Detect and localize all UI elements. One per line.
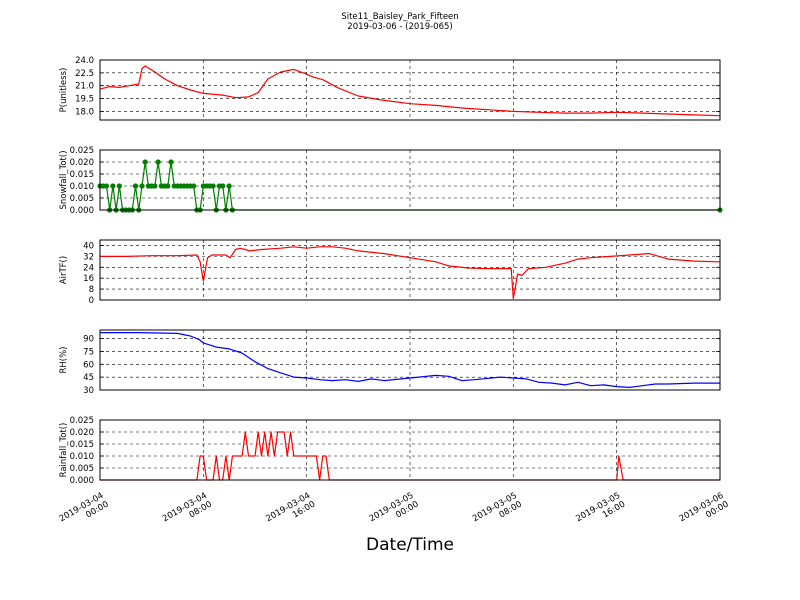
y-tick-label: 8: [89, 285, 94, 295]
y-tick-label: 90: [83, 335, 94, 345]
y-tick-label: 0.020: [70, 158, 94, 168]
x-tick-label: 2019-03-0516:00: [574, 491, 627, 533]
y-axis-label-rainfall-tot: Rainfall_Tot(): [59, 423, 69, 478]
data-point: [132, 183, 139, 189]
data-point: [210, 183, 216, 189]
y-tick-label: 40: [83, 241, 94, 251]
panel-frame: [99, 239, 721, 301]
y-tick-label: 0.010: [70, 452, 94, 462]
panel-p-unitless: 24.0 22.5 21.0 19.5 18.0 P(unitless): [59, 56, 721, 121]
y-tick-label: 24.0: [75, 56, 94, 66]
panel-frame: [99, 149, 721, 211]
series-line-rh: [100, 332, 720, 388]
panel-snowfall-tot: 0.025 0.020 0.015 0.010 0.005 0.000Snowfall_T…: [59, 146, 723, 216]
y-tick-label: 0.020: [70, 428, 94, 438]
y-tick-label: 0.000: [70, 206, 94, 216]
x-axis-label: Date/Time: [366, 535, 454, 555]
data-point: [155, 159, 161, 165]
y-tick-label: 45: [83, 373, 94, 383]
y-tick-label: 21.0: [75, 82, 94, 92]
y-axis-label-p-unitless: P(unitless): [59, 68, 69, 113]
y-tick-label: 19.5: [75, 95, 94, 105]
y-tick-label: 32: [83, 252, 94, 262]
panel-frame: [99, 419, 721, 481]
data-point: [110, 183, 116, 189]
y-tick-label: 30: [83, 386, 94, 396]
data-point: [191, 183, 197, 189]
data-point: [168, 159, 174, 165]
series-line-airtf: [100, 246, 721, 300]
y-tick-label: 0.005: [70, 464, 94, 474]
y-tick-label: 0.005: [70, 194, 94, 204]
data-point: [220, 183, 226, 189]
panel-frame: [99, 329, 721, 391]
x-tick-label: 2019-03-0508:00: [471, 491, 524, 533]
series-line-rainfall-tot: [100, 431, 720, 481]
x-tick-label: 2019-03-0400:00: [58, 491, 111, 533]
y-tick-label: 0.025: [70, 416, 94, 426]
chart-subtitle: 2019-03-06 - (2019-065): [347, 22, 452, 32]
data-point: [139, 183, 145, 189]
y-tick-label: 60: [83, 360, 94, 370]
y-tick-label: 0.010: [70, 182, 94, 192]
y-axis-label-rh: RH(%): [59, 346, 69, 373]
y-axis-label-snowfall-tot: Snowfall_Tot(): [59, 150, 69, 209]
y-tick-label: 0.025: [70, 146, 94, 156]
y-tick-label: 16: [83, 274, 94, 284]
y-tick-label: 0: [89, 296, 94, 306]
x-tick-label: 2019-03-0408:00: [161, 491, 214, 533]
x-tick-label: 2019-03-0416:00: [264, 491, 317, 533]
x-axis-tick-labels: 2019-03-0400:00 2019-03-0408:00 2019-03-04…: [58, 491, 731, 533]
panel-frame: [99, 59, 721, 121]
data-point: [226, 183, 232, 189]
data-point: [152, 183, 158, 189]
x-tick-label: 2019-03-0500:00: [368, 491, 421, 533]
chart-title: Site11_Baisley_Park_Fifteen: [341, 12, 458, 22]
chart-panels: 24.022.521.019.518.0P(unitless)0.0250.02…: [59, 56, 723, 486]
y-tick-label: 18.0: [75, 107, 94, 117]
series-line-p-unitless: [99, 65, 721, 117]
y-tick-label: 24: [83, 263, 94, 273]
data-point: [165, 183, 171, 189]
panel-rainfall-tot: 0.025 0.020 0.015 0.010 0.005 0.000Rainfall_T…: [59, 416, 721, 486]
y-tick-label: 75: [83, 347, 94, 357]
y-tick-label: 22.5: [75, 69, 94, 79]
x-tick-label: 2019-03-0600:00: [678, 491, 731, 533]
y-tick-label: 0.000: [70, 476, 94, 486]
y-axis-label-airtf: AirTF(): [59, 256, 69, 284]
data-point: [142, 159, 148, 165]
data-point: [103, 183, 110, 189]
y-tick-label: 0.015: [70, 170, 94, 180]
data-point: [116, 183, 122, 189]
y-tick-label: 0.015: [70, 440, 94, 450]
panel-rh: 90 75 60 45 30 RH(%): [59, 329, 721, 396]
